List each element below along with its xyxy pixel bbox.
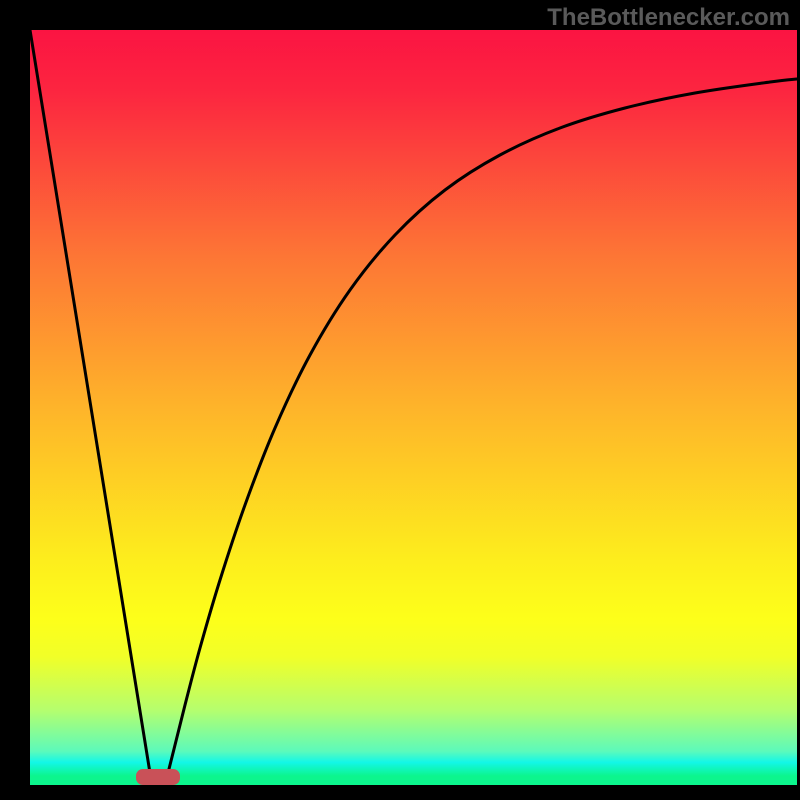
watermark-label: TheBottlenecker.com [547,4,790,32]
bottleneck-marker [136,769,180,785]
plot-background [30,30,797,785]
chart-container: TheBottlenecker.com [0,0,800,800]
chart-svg [0,0,800,800]
